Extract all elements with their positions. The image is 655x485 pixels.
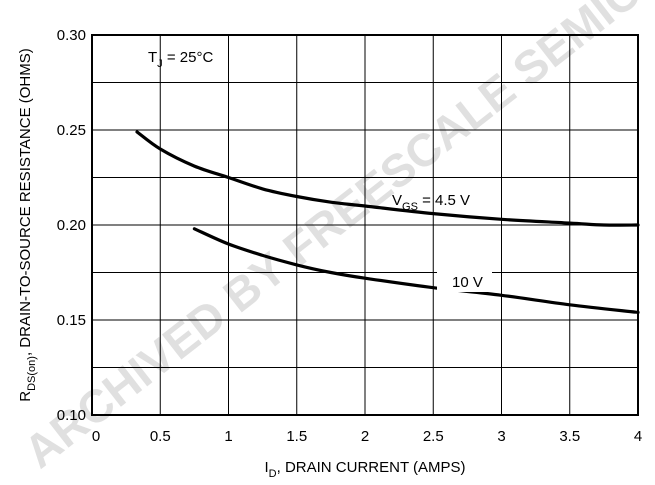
watermark: ARCHIVED BY FREESCALE SEMICONDUCTOR, INC… xyxy=(14,0,655,478)
x-tick-label: 2 xyxy=(361,428,369,445)
y-tick-label: 0.15 xyxy=(57,312,86,329)
x-tick-label: 2.5 xyxy=(423,428,444,445)
series-line-0 xyxy=(135,130,640,227)
y-tick-label: 0.25 xyxy=(57,122,86,139)
x-tick-label: 0 xyxy=(92,428,100,445)
y-tick-label: 0.20 xyxy=(57,217,86,234)
temperature-annotation: TJ = 25°C xyxy=(148,49,213,70)
x-tick-label: 3 xyxy=(497,428,505,445)
x-tick-label: 3.5 xyxy=(559,428,580,445)
x-tick-label: 0.5 xyxy=(150,428,171,445)
y-tick-label: 0.10 xyxy=(57,407,86,424)
series-line-1 xyxy=(192,227,640,314)
curves xyxy=(135,130,640,314)
watermark-text: ARCHIVED BY FREESCALE SEMICONDUCTOR, INC… xyxy=(14,0,655,478)
series-label-10v: 10 V xyxy=(452,274,483,291)
y-tick-labels: 0.10 0.15 0.20 0.25 0.30 xyxy=(57,27,86,424)
series-label-vgs-4-5: VGS = 4.5 V xyxy=(392,192,470,213)
y-tick-label: 0.30 xyxy=(57,27,86,44)
x-axis-label: ID, DRAIN CURRENT (AMPS) xyxy=(264,459,465,480)
series-label-10v-bg xyxy=(437,268,492,292)
x-tick-labels: 0 0.5 1 1.5 2 2.5 3 3.5 4 xyxy=(92,428,642,445)
x-tick-label: 1 xyxy=(224,428,232,445)
y-axis-label: RDS(on), DRAIN-TO-SOURCE RESISTANCE (OHM… xyxy=(17,48,38,401)
x-tick-label: 1.5 xyxy=(286,428,307,445)
x-tick-label: 4 xyxy=(634,428,642,445)
